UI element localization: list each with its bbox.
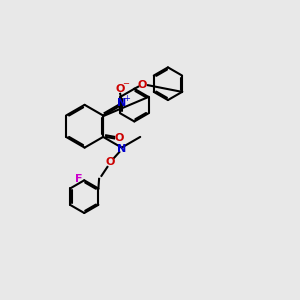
- Text: O: O: [115, 134, 124, 143]
- Text: −: −: [122, 80, 129, 88]
- Text: F: F: [74, 174, 82, 184]
- Text: O: O: [106, 158, 115, 167]
- Text: +: +: [124, 94, 130, 103]
- Text: O: O: [138, 80, 147, 90]
- Text: O: O: [116, 84, 125, 94]
- Text: N: N: [117, 98, 126, 108]
- Text: N: N: [117, 144, 126, 154]
